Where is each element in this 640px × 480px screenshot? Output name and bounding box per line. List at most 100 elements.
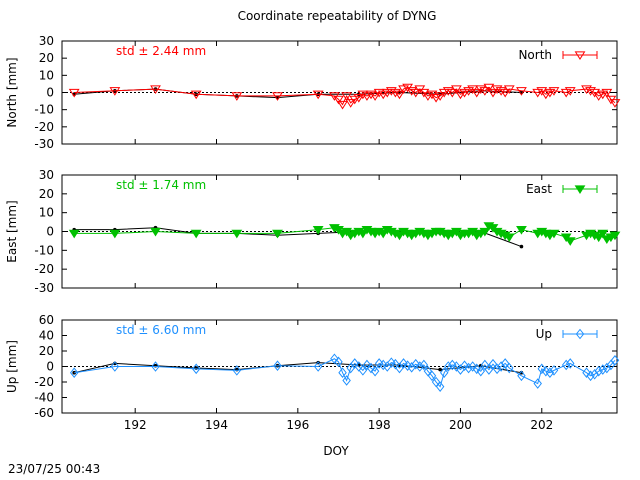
- north-ytick-label: 10: [39, 68, 54, 82]
- up-series-point: [561, 359, 571, 371]
- north-series-point: [430, 94, 442, 103]
- north-series-point: [471, 88, 483, 98]
- up-series-point: [419, 359, 429, 371]
- east-ytick-label: 20: [39, 187, 54, 201]
- up-series-point: [517, 370, 526, 382]
- north-ylabel: North [mm]: [5, 57, 19, 127]
- up-series-point: [484, 364, 494, 375]
- east-series-point: [312, 225, 324, 235]
- up-series-point: [313, 361, 323, 372]
- north-ytick-label: 20: [39, 51, 54, 65]
- north-series-point: [394, 90, 405, 100]
- north-series-point: [272, 92, 283, 101]
- up-series-point: [444, 361, 453, 372]
- up-series-point: [342, 375, 351, 386]
- east-ytick-label: 0: [46, 225, 54, 239]
- up-series-point: [545, 367, 555, 379]
- up-ytick-label: -20: [34, 375, 54, 389]
- north-series-point: [341, 92, 353, 101]
- up-series-point: [354, 361, 364, 372]
- north-series-point: [463, 87, 474, 96]
- north-series-point: [406, 87, 418, 96]
- north-series-point: [385, 87, 397, 96]
- east-panel: -30 -20 -10 0 10 20 30 East [mm] std ± 1.74 mm Ea…: [5, 168, 621, 295]
- east-series-point: [597, 229, 609, 239]
- north-legend-marker: [574, 51, 586, 60]
- x-axis-label: DOY: [323, 444, 349, 458]
- north-series-point: [361, 92, 373, 101]
- north-series-point: [373, 88, 385, 98]
- up-series-point: [537, 363, 547, 375]
- north-series-point: [455, 90, 466, 100]
- east-series-point: [68, 229, 80, 239]
- north-panel: -30 -20 -10 0 10 20 30 North [mm] std ± 2.44 mm N…: [5, 34, 621, 151]
- up-series-point: [610, 354, 620, 366]
- up-series-point: [496, 361, 506, 372]
- north-series-point: [345, 99, 357, 108]
- up-series-point: [411, 358, 420, 370]
- xtick-label: 192: [124, 418, 147, 432]
- up-series-point: [338, 367, 347, 379]
- up-series-point: [582, 367, 591, 379]
- up-legend-marker: [575, 328, 585, 340]
- up-ytick-label: 40: [39, 329, 54, 343]
- east-series-point: [394, 231, 405, 241]
- east-ytick-label: 30: [39, 168, 54, 182]
- north-series-point: [503, 85, 515, 95]
- up-std-label: std ± 6.60 mm: [116, 323, 206, 337]
- north-series-point: [597, 90, 609, 100]
- north-ytick-label: -10: [34, 103, 54, 117]
- north-series-point: [390, 88, 401, 98]
- up-series-point: [427, 370, 437, 382]
- north-series-point: [442, 87, 454, 96]
- north-series-point: [564, 87, 576, 96]
- up-ytick-label: 0: [46, 360, 54, 374]
- up-series-point: [566, 358, 575, 369]
- north-series-point: [333, 95, 344, 105]
- east-series-point: [548, 229, 560, 239]
- north-series-point: [109, 87, 121, 96]
- north-series-point: [377, 90, 389, 100]
- up-series-point: [468, 361, 477, 372]
- north-series-point: [434, 92, 446, 101]
- north-series-point: [438, 88, 450, 98]
- up-series-point: [350, 358, 359, 369]
- up-series-point: [476, 365, 486, 377]
- east-series-point: [516, 225, 527, 235]
- up-series-point: [407, 361, 416, 373]
- north-series-point: [483, 83, 495, 93]
- up-series-point: [586, 370, 595, 382]
- north-series-point: [381, 88, 393, 98]
- up-series-point: [69, 367, 79, 379]
- north-series-point: [479, 87, 491, 96]
- north-series-point: [369, 92, 381, 101]
- east-ytick-label: -10: [34, 243, 54, 257]
- up-series-point: [358, 365, 368, 376]
- east-series-point: [272, 229, 283, 239]
- up-series-point: [472, 363, 481, 375]
- north-series-point: [150, 85, 161, 95]
- xtick-label: 200: [449, 418, 472, 432]
- north-ytick-label: 0: [46, 86, 54, 100]
- up-series-point: [492, 363, 502, 375]
- up-series-point: [533, 378, 542, 389]
- east-std-label: std ± 1.74 mm: [116, 178, 206, 192]
- up-ytick-label: 60: [39, 313, 54, 327]
- north-series-point: [68, 88, 80, 98]
- north-series-point: [487, 88, 499, 98]
- up-series-point: [151, 361, 160, 372]
- up-series-point: [399, 358, 408, 369]
- xtick-label: 194: [205, 418, 228, 432]
- north-ytick-label: 30: [39, 34, 54, 48]
- up-series-point: [370, 365, 380, 377]
- xtick-label: 196: [286, 418, 309, 432]
- north-series-point: [601, 88, 613, 98]
- east-series-point: [150, 227, 161, 237]
- north-series-point: [544, 88, 556, 98]
- east-ytick-label: 10: [39, 206, 54, 220]
- north-series-point: [357, 90, 369, 100]
- east-legend-marker: [574, 185, 586, 194]
- north-series-point: [365, 90, 377, 100]
- up-ytick-label: 20: [39, 344, 54, 358]
